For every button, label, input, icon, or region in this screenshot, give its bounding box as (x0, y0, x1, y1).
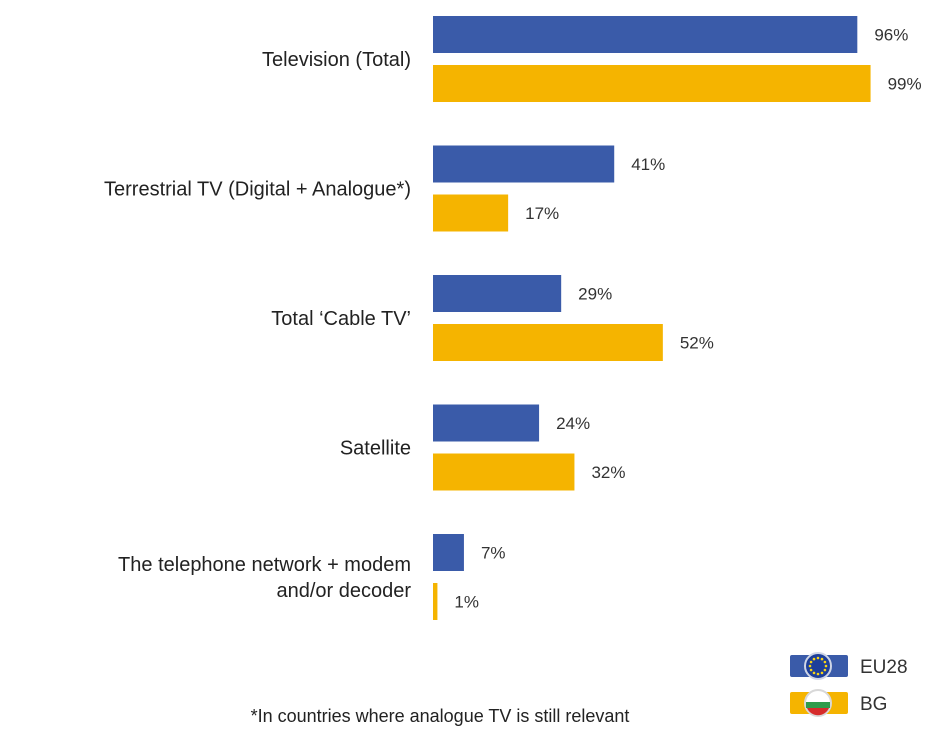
eu28-bar (433, 275, 562, 312)
bg-bar (433, 324, 663, 361)
eu28-bar (433, 16, 858, 53)
data-label: 7% (481, 544, 506, 563)
eu-star-icon (816, 656, 820, 660)
data-label: 1% (454, 593, 479, 612)
eu-star-icon (808, 664, 812, 668)
bg-bar (433, 65, 871, 102)
eu-star-icon (816, 672, 820, 676)
eu-star-icon (824, 664, 828, 668)
legend-label: BG (860, 694, 887, 715)
eu-star-icon (809, 660, 813, 664)
category-label: The telephone network + modem (118, 554, 411, 576)
bg-bar (433, 583, 438, 620)
eu-star-icon (820, 657, 824, 661)
data-label: 17% (525, 204, 559, 223)
eu-star-icon (812, 671, 816, 675)
category-label: Television (Total) (262, 49, 411, 71)
bulgaria-red-stripe (807, 708, 829, 716)
category-label: Terrestrial TV (Digital + Analogue*) (104, 179, 411, 201)
legend-label: EU28 (860, 657, 908, 678)
bg-bar (433, 453, 575, 491)
bg-bar (433, 194, 509, 232)
eu-star-icon (809, 668, 813, 672)
eu28-bar (433, 404, 540, 442)
footnote: *In countries where analogue TV is still… (251, 706, 630, 726)
data-label: 41% (631, 155, 665, 174)
data-label: 52% (680, 334, 714, 353)
category-label: Total ‘Cable TV’ (271, 308, 411, 330)
bulgaria-green-stripe (806, 702, 830, 708)
data-label: 24% (556, 414, 590, 433)
data-label: 32% (591, 463, 625, 482)
eu-star-icon (820, 671, 824, 675)
eu-star-icon (823, 660, 827, 664)
eu-flag-icon (804, 652, 832, 680)
category-label: and/or decoder (276, 580, 411, 602)
data-label: 99% (888, 75, 922, 94)
data-label: 96% (874, 26, 908, 45)
eu-star-icon (812, 657, 816, 661)
eu-star-icon (823, 668, 827, 672)
eu28-bar (433, 534, 464, 571)
data-label: 29% (578, 285, 612, 304)
eu28-bar (433, 145, 615, 183)
category-label: Satellite (340, 438, 411, 460)
